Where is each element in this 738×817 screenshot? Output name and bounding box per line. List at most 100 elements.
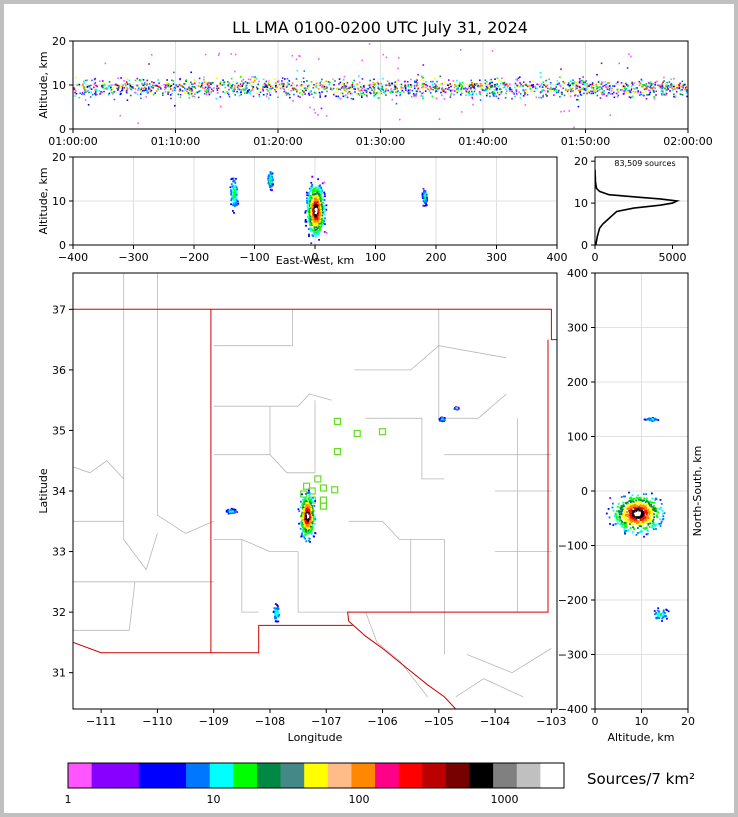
source-point [500, 92, 502, 95]
ytick-label: 0 [581, 239, 588, 252]
source-point [206, 82, 209, 84]
source-point [422, 88, 425, 91]
source-point [234, 94, 236, 96]
source-point [255, 86, 258, 89]
source-point [485, 94, 488, 97]
source-point [411, 89, 414, 92]
source-point [315, 219, 317, 222]
source-point [663, 512, 666, 515]
source-point [662, 616, 664, 619]
source-point [586, 90, 589, 93]
source-point [226, 91, 229, 93]
source-point [269, 171, 272, 173]
source-point [103, 83, 106, 86]
source-point [301, 502, 304, 505]
source-point [426, 85, 429, 87]
source-point [183, 91, 186, 94]
source-point [636, 87, 638, 89]
source-point [413, 87, 416, 90]
source-point [321, 205, 323, 208]
source-point [646, 497, 648, 500]
source-point [314, 199, 316, 202]
source-point [101, 84, 104, 87]
source-point [624, 515, 627, 518]
source-point [621, 520, 623, 523]
source-point [317, 215, 319, 218]
source-point [612, 524, 615, 526]
source-point [606, 88, 609, 91]
source-point [626, 67, 629, 69]
source-point [663, 93, 665, 96]
source-point [652, 86, 655, 89]
source-point [303, 535, 305, 537]
source-point [94, 82, 97, 84]
source-point [111, 84, 113, 86]
source-point [481, 89, 484, 91]
source-point [256, 88, 259, 90]
source-point [568, 110, 571, 112]
source-point [249, 78, 252, 81]
source-point [464, 87, 467, 89]
source-point [83, 82, 85, 84]
source-point [617, 94, 620, 97]
source-point [401, 89, 404, 92]
source-point [292, 89, 295, 91]
source-point [387, 84, 390, 87]
source-point [675, 85, 677, 88]
source-point [287, 92, 290, 95]
source-point [271, 176, 273, 178]
source-point [681, 89, 683, 91]
source-point [570, 80, 572, 82]
source-point [495, 95, 498, 98]
source-point [231, 510, 233, 513]
source-point [308, 498, 311, 501]
source-point [588, 91, 591, 94]
source-point [567, 84, 570, 87]
source-point [227, 512, 230, 515]
source-point [456, 407, 458, 410]
source-point [582, 81, 585, 83]
source-point [455, 408, 457, 410]
source-point [131, 86, 134, 88]
source-point [600, 62, 603, 65]
source-point [319, 228, 321, 231]
source-point [665, 84, 668, 86]
source-point [580, 82, 582, 84]
source-point [489, 79, 491, 81]
source-point [615, 82, 618, 85]
colorbar-swatch [280, 763, 305, 788]
source-point [310, 519, 313, 522]
source-point [666, 609, 668, 611]
source-point [651, 497, 654, 500]
source-point [305, 89, 307, 92]
source-point [99, 93, 101, 95]
source-point [234, 189, 237, 192]
source-point [282, 85, 284, 87]
source-point [267, 97, 270, 99]
source-point [140, 88, 143, 91]
source-point [532, 84, 534, 86]
source-point [650, 88, 653, 91]
source-point [332, 87, 335, 90]
county-boundary [241, 539, 259, 613]
colorbar-swatch [469, 763, 494, 788]
county-boundary [213, 393, 333, 407]
source-point [357, 89, 360, 91]
source-point [288, 80, 291, 82]
source-point [661, 518, 664, 521]
source-point [317, 204, 320, 207]
source-point [471, 96, 473, 99]
source-point [129, 84, 132, 87]
source-point [468, 85, 471, 88]
source-point [572, 82, 575, 84]
source-point [230, 189, 232, 192]
source-point [231, 509, 234, 512]
source-point [612, 85, 614, 87]
source-point [249, 93, 252, 95]
source-point [259, 91, 262, 94]
source-point [491, 86, 494, 88]
source-point [315, 208, 318, 210]
source-point [304, 211, 307, 214]
source-point [581, 79, 584, 82]
source-point [639, 91, 642, 93]
